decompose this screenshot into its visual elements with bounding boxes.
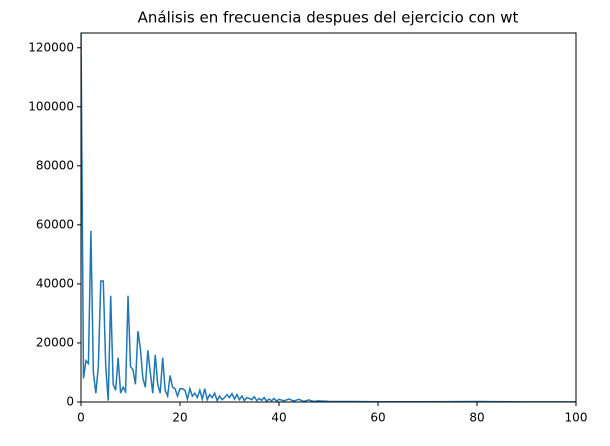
chart-title: Análisis en frecuencia despues del ejerc… bbox=[138, 9, 519, 27]
y-tick-label: 100000 bbox=[28, 99, 74, 113]
x-tick-label: 100 bbox=[565, 411, 588, 425]
y-tick-label: 120000 bbox=[28, 40, 74, 54]
x-tick-label: 60 bbox=[370, 411, 385, 425]
x-tick-label: 80 bbox=[469, 411, 484, 425]
x-tick-label: 20 bbox=[172, 411, 187, 425]
plot-frame bbox=[80, 32, 577, 403]
line bbox=[81, 33, 576, 402]
y-tick-label: 0 bbox=[66, 395, 74, 409]
x-tick-label: 40 bbox=[271, 411, 286, 425]
y-tick-label: 20000 bbox=[36, 335, 74, 349]
y-tick-label: 60000 bbox=[36, 217, 74, 231]
x-tick-label: 0 bbox=[77, 411, 85, 425]
y-tick-label: 40000 bbox=[36, 276, 74, 290]
y-tick-label: 80000 bbox=[36, 158, 74, 172]
